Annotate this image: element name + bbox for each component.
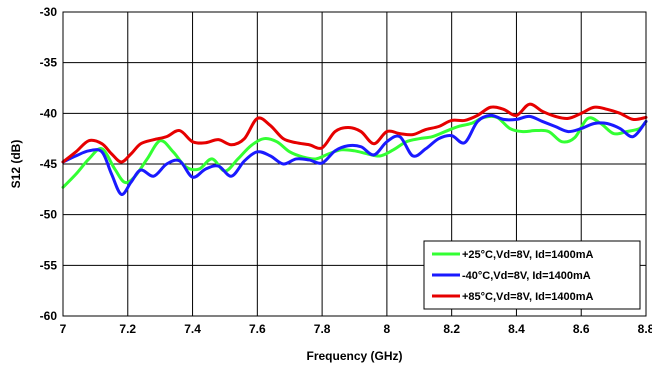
x-tick-label: 7.2 xyxy=(119,322,136,336)
x-tick-label: 7.4 xyxy=(184,322,201,336)
y-tick-label: -45 xyxy=(40,157,58,171)
y-tick-label: -35 xyxy=(40,56,58,70)
x-tick-label: 8.2 xyxy=(443,322,460,336)
plot-frame xyxy=(62,11,647,317)
x-tick-label: 8.4 xyxy=(508,322,525,336)
y-tick-label: -30 xyxy=(40,5,58,19)
series-lines xyxy=(61,102,648,196)
series-line-1 xyxy=(61,113,648,196)
x-tick-label: 7 xyxy=(60,322,67,336)
x-tick-label: 7.6 xyxy=(249,322,266,336)
y-tick-label: -50 xyxy=(40,208,58,222)
x-tick-label: 8 xyxy=(384,322,391,336)
series-line-0 xyxy=(61,114,648,189)
x-tick-label: 8.8 xyxy=(638,322,652,336)
legend-items: +25°C,Vd=8V, Id=1400mA -40°C,Vd=8V, Id=14… xyxy=(432,249,594,303)
series-line-2 xyxy=(61,102,648,164)
legend-label: +25°C,Vd=8V, Id=1400mA xyxy=(462,249,594,261)
y-tick-label: -55 xyxy=(40,258,58,272)
y-tick-label: -60 xyxy=(40,309,58,323)
x-tick-label: 7.8 xyxy=(314,322,331,336)
tick-labels: -30 -35 -40 -45 -50 -55 -607 7.2 7.4 7.6 7.8 8 8.2 8.… xyxy=(40,5,652,336)
legend-label: +85°C,Vd=8V, Id=1400mA xyxy=(462,291,594,303)
x-tick-label: 8.6 xyxy=(573,322,590,336)
y-tick-label: -40 xyxy=(40,106,58,120)
x-axis-title: Frequency (GHz) xyxy=(306,349,402,363)
y-axis-title: S12 (dB) xyxy=(9,140,23,189)
legend-label: -40°C,Vd=8V, Id=1400mA xyxy=(462,270,591,282)
legend: +25°C,Vd=8V, Id=1400mA -40°C,Vd=8V, Id=14… xyxy=(423,240,641,310)
